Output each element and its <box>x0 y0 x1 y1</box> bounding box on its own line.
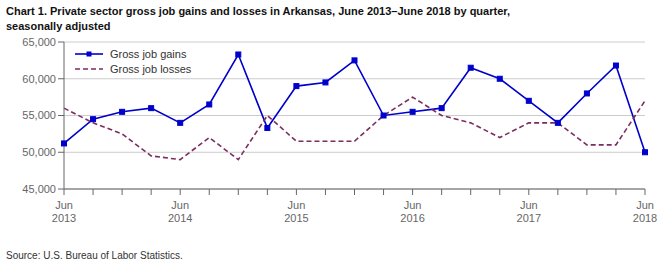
svg-text:Jun2013: Jun2013 <box>52 199 76 224</box>
svg-text:65,000: 65,000 <box>22 36 56 48</box>
html-text:Chart 1. Private sector gross: Chart 1. Private sector gross job gains … <box>6 5 510 17</box>
svg-text:Jun2017: Jun2017 <box>517 199 541 224</box>
svg-text:50,000: 50,000 <box>22 146 56 158</box>
svg-text:Jun2018: Jun2018 <box>633 199 655 224</box>
svg-text:55,000: 55,000 <box>22 109 56 121</box>
svg-text:60,000: 60,000 <box>22 73 56 85</box>
html-text:Gross job gains: Gross job gains <box>110 48 187 60</box>
svg-text:Jun2015: Jun2015 <box>284 199 308 224</box>
html-text:Source: U.S. Bureau of Labor S: Source: U.S. Bureau of Labor Statistics. <box>6 250 183 261</box>
svg-text:Jun2016: Jun2016 <box>400 199 424 224</box>
html-text:seasonally adjusted: seasonally adjusted <box>6 20 111 32</box>
svg-text:45,000: 45,000 <box>22 183 56 195</box>
svg-text:Jun2014: Jun2014 <box>168 199 192 224</box>
html-text:Gross job losses: Gross job losses <box>110 63 192 75</box>
